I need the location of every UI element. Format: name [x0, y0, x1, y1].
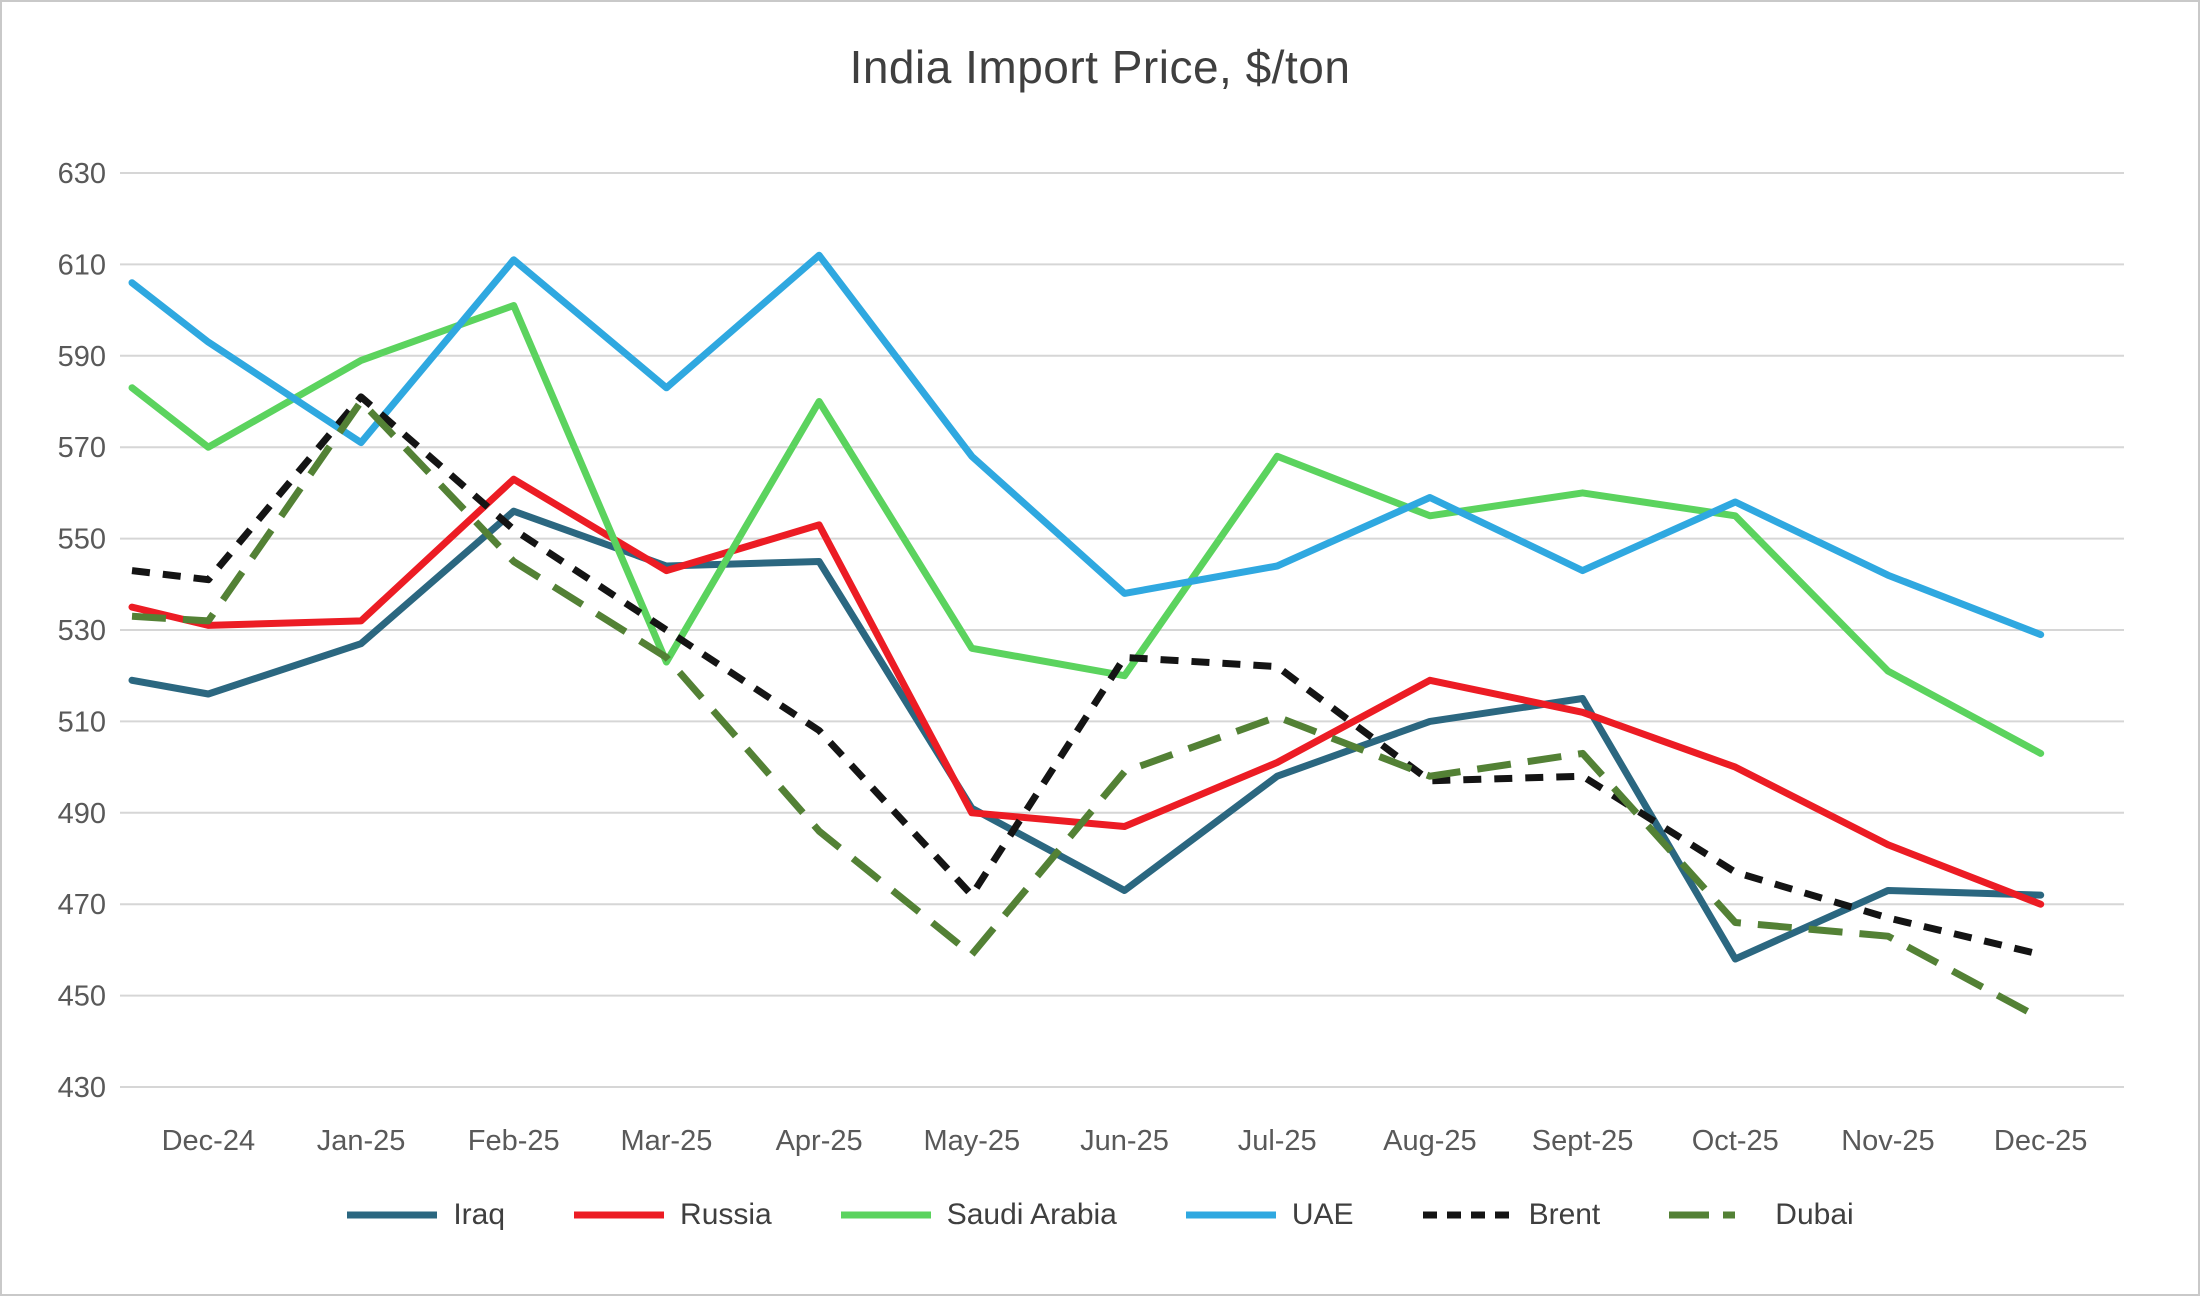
- series-line-russia: [128, 475, 2045, 908]
- series-line-brent: [131, 393, 2042, 958]
- legend-label-saudi-arabia: Saudi Arabia: [946, 1198, 1117, 1231]
- legend-item-russia: Russia: [573, 1198, 772, 1232]
- legend-label-brent: Brent: [1528, 1198, 1601, 1231]
- x-axis-tick-label: May-25: [923, 1125, 1020, 1157]
- x-axis-tick-label: Aug-25: [1383, 1125, 1477, 1157]
- legend-line-swatch-saudi-arabia: [840, 1211, 931, 1219]
- x-axis-tick-label: Dec-25: [1994, 1125, 2088, 1157]
- legend-line-swatch-dubai: [1669, 1211, 1760, 1219]
- y-axis-tick-label: 570: [58, 432, 106, 464]
- y-axis-tick-label: 450: [58, 981, 106, 1013]
- legend-line-swatch-russia: [574, 1211, 665, 1219]
- legend-item-saudi-arabia: Saudi Arabia: [840, 1198, 1117, 1232]
- legend-label-dubai: Dubai: [1775, 1198, 1854, 1231]
- y-axis-tick-label: 430: [58, 1072, 106, 1104]
- series-line-iraq: [128, 507, 2045, 963]
- series-line-uae: [128, 251, 2045, 639]
- x-axis-tick-label: Jun-25: [1080, 1125, 1169, 1157]
- x-axis-tick-label: Nov-25: [1841, 1125, 1935, 1157]
- legend: Iraq Russia Saudi Arabia UAE Brent Dubai: [2, 1198, 2198, 1232]
- legend-label-uae: UAE: [1291, 1198, 1354, 1231]
- legend-item-iraq: Iraq: [346, 1198, 505, 1232]
- legend-item-uae: UAE: [1185, 1198, 1354, 1232]
- y-axis-tick-label: 630: [58, 158, 106, 190]
- legend-label-russia: Russia: [680, 1198, 772, 1231]
- y-axis-tick-label: 590: [58, 341, 106, 373]
- legend-label-iraq: Iraq: [453, 1198, 506, 1231]
- y-axis-tick-label: 470: [58, 889, 106, 921]
- y-axis-tick-label: 530: [58, 615, 106, 647]
- legend-line-swatch-brent: [1422, 1211, 1513, 1219]
- x-axis-tick-label: Dec-24: [162, 1125, 256, 1157]
- y-axis-tick-label: 490: [58, 798, 106, 830]
- y-axis-tick-label: 550: [58, 524, 106, 556]
- x-axis-tick-label: Oct-25: [1692, 1125, 1779, 1157]
- y-axis-tick-label: 610: [58, 249, 106, 281]
- x-axis-tick-label: Apr-25: [776, 1125, 863, 1157]
- x-axis-tick-label: Mar-25: [620, 1125, 712, 1157]
- series-line-dubai: [131, 398, 2043, 1022]
- x-axis-tick-label: Jul-25: [1238, 1125, 1317, 1157]
- legend-line-swatch-iraq: [347, 1211, 438, 1219]
- legend-line-swatch-uae: [1185, 1211, 1276, 1219]
- x-axis-tick-label: Sept-25: [1532, 1125, 1634, 1157]
- x-axis-tick-label: Feb-25: [468, 1125, 560, 1157]
- y-axis-tick-label: 510: [58, 706, 106, 738]
- legend-item-brent: Brent: [1422, 1198, 1601, 1232]
- x-axis-tick-label: Jan-25: [317, 1125, 406, 1157]
- legend-item-dubai: Dubai: [1668, 1198, 1854, 1232]
